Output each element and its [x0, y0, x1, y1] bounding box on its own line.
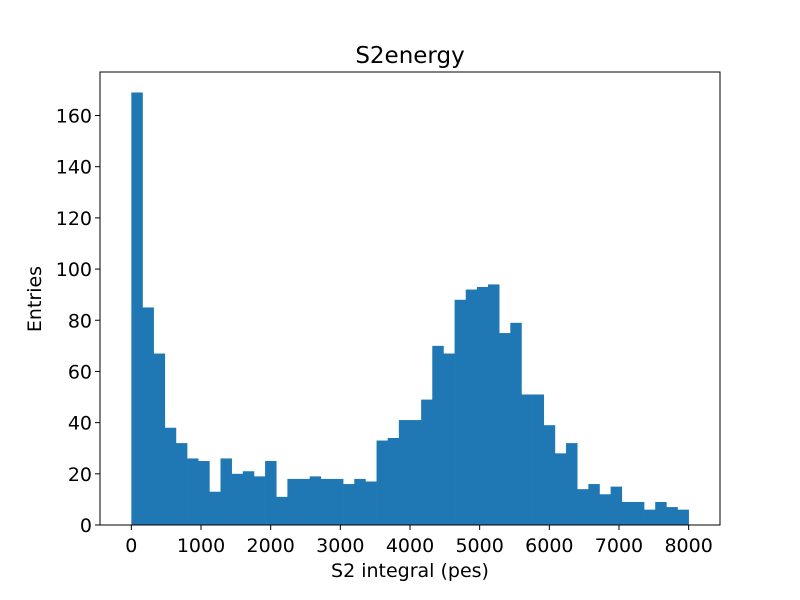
histogram-bar [354, 478, 366, 525]
histogram-bar [566, 443, 578, 525]
y-tick-label: 100 [56, 259, 92, 281]
histogram-bar [644, 509, 656, 525]
histogram-bar [499, 333, 511, 525]
histogram-bar [142, 307, 154, 525]
y-tick-label: 60 [68, 361, 92, 383]
histogram-bar [320, 478, 333, 525]
histogram-bar [532, 394, 545, 525]
histogram-bar [242, 471, 255, 525]
histogram-bar [253, 476, 266, 525]
y-axis-label: Entries [24, 266, 46, 332]
histogram-bar [432, 345, 444, 525]
x-tick-label: 5000 [455, 535, 503, 557]
histogram-bar [198, 461, 210, 525]
y-tick-label: 160 [56, 106, 92, 128]
histogram-bar [577, 489, 589, 525]
histogram-bar [554, 453, 567, 525]
histogram-bar [365, 481, 377, 525]
histogram-bar [543, 425, 556, 525]
histogram-bar [421, 399, 433, 525]
histogram-bar [265, 461, 277, 525]
histogram-bar [677, 509, 689, 525]
histogram-bar [276, 496, 288, 525]
histogram-bar [488, 284, 500, 525]
histogram-bar [298, 478, 310, 525]
histogram-bar [209, 491, 221, 525]
histogram-bar [476, 286, 489, 525]
histogram-bar [610, 486, 623, 525]
histogram-bar [376, 440, 389, 525]
x-tick-label: 8000 [664, 535, 712, 557]
histogram-bar [220, 458, 232, 525]
x-axis-label: S2 integral (pes) [331, 560, 489, 582]
histogram-bar [187, 458, 199, 525]
chart-title: S2energy [355, 43, 464, 69]
histogram-bar [632, 501, 645, 525]
y-tick-label: 80 [68, 310, 92, 332]
histogram-bar [309, 476, 322, 525]
histogram-bar [131, 92, 143, 525]
y-tick-label: 120 [56, 208, 92, 230]
histogram-bar [343, 484, 355, 525]
histogram-bar [510, 322, 522, 525]
histogram-bar [666, 507, 678, 525]
y-tick-label: 140 [56, 157, 92, 179]
x-tick-label: 4000 [386, 535, 434, 557]
x-axis-ticks: 0 1000 2000 3000 4000 5000 6000 7000 8000 [125, 525, 713, 557]
histogram-bar [655, 501, 667, 525]
histogram-bar [398, 420, 411, 525]
histogram-bar [164, 427, 177, 525]
x-tick-label: 3000 [316, 535, 364, 557]
histogram-bar [410, 420, 422, 525]
histogram-bar [175, 443, 188, 525]
histogram-bar [443, 353, 455, 525]
y-tick-label: 0 [80, 515, 92, 537]
histogram-bar [465, 289, 478, 525]
x-tick-label: 2000 [246, 535, 294, 557]
histogram-bar [588, 484, 600, 525]
histogram-bar [521, 394, 533, 525]
histogram-bar [454, 299, 467, 525]
histogram-bar [331, 478, 344, 525]
x-tick-label: 1000 [177, 535, 225, 557]
y-tick-label: 40 [68, 413, 92, 435]
histogram-bar [599, 494, 611, 525]
x-tick-label: 0 [125, 535, 137, 557]
histogram-bar [621, 501, 634, 525]
bars-group [131, 92, 689, 525]
y-axis-ticks: 0 20 40 60 80 100 120 140 160 [56, 106, 100, 537]
histogram-bar [153, 353, 166, 525]
histogram-bar [231, 473, 244, 525]
x-tick-label: 7000 [595, 535, 643, 557]
y-tick-label: 20 [68, 464, 92, 486]
x-tick-label: 6000 [525, 535, 573, 557]
histogram-bar [387, 437, 400, 525]
histogram-bar [287, 478, 299, 525]
